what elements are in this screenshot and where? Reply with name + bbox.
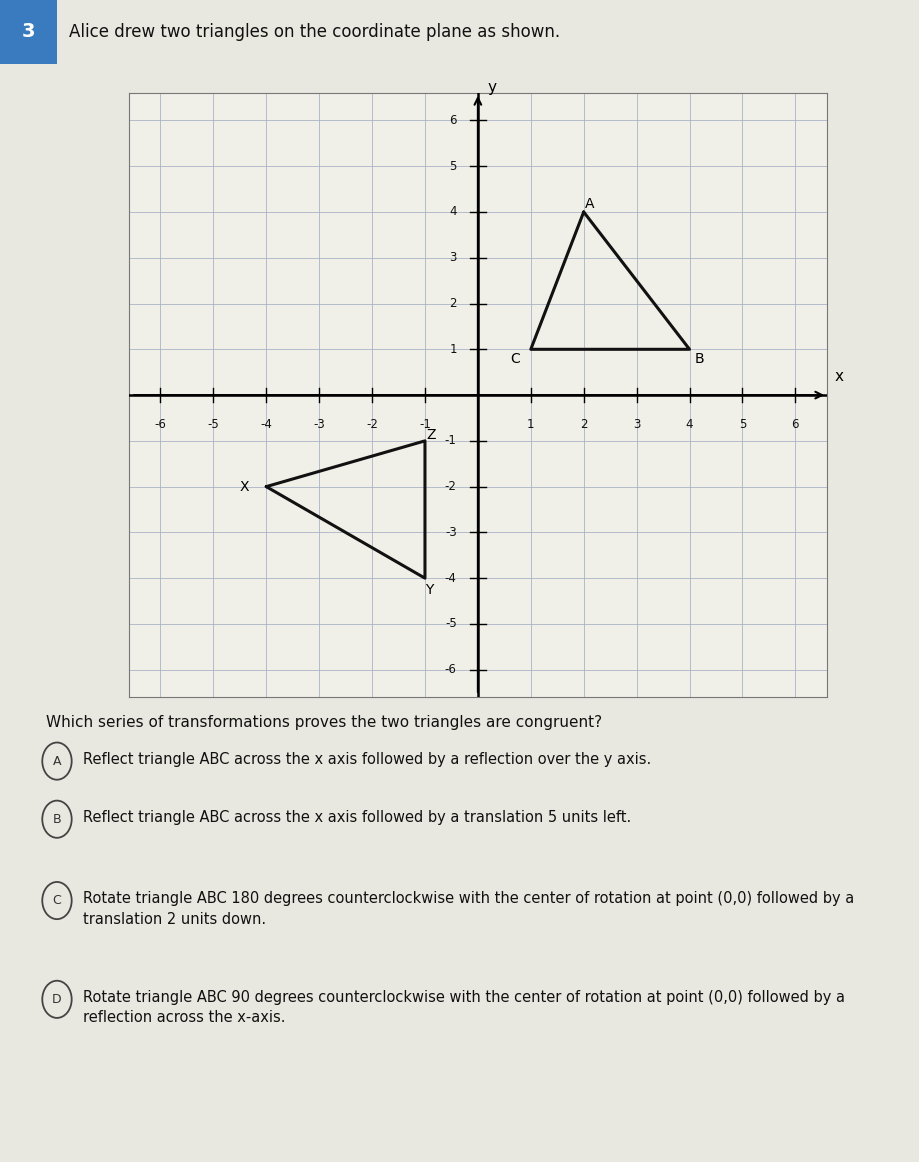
Text: Alice drew two triangles on the coordinate plane as shown.: Alice drew two triangles on the coordina… (69, 23, 560, 41)
Text: -3: -3 (313, 418, 325, 431)
Text: 4: 4 (686, 418, 693, 431)
Text: A: A (52, 754, 62, 768)
Text: -1: -1 (445, 435, 457, 447)
Text: -2: -2 (445, 480, 457, 493)
Text: -1: -1 (419, 418, 431, 431)
Text: X: X (239, 480, 249, 494)
Text: 6: 6 (791, 418, 800, 431)
Text: y: y (487, 80, 496, 95)
Text: 4: 4 (449, 206, 457, 218)
Text: -5: -5 (445, 617, 457, 631)
Text: 5: 5 (739, 418, 746, 431)
Text: C: C (52, 894, 62, 908)
Text: Rotate triangle ABC 90 degrees counterclockwise with the center of rotation at p: Rotate triangle ABC 90 degrees countercl… (83, 990, 845, 1025)
Text: 6: 6 (449, 114, 457, 127)
Text: x: x (835, 368, 844, 383)
Text: 2: 2 (580, 418, 587, 431)
Text: 1: 1 (527, 418, 535, 431)
Text: Y: Y (425, 582, 434, 596)
Text: A: A (585, 196, 595, 210)
Text: D: D (52, 992, 62, 1006)
Text: 1: 1 (449, 343, 457, 356)
Text: C: C (510, 352, 520, 366)
Bar (0, 0, 57, 64)
Text: Z: Z (426, 429, 437, 443)
Text: Which series of transformations proves the two triangles are congruent?: Which series of transformations proves t… (46, 715, 602, 730)
Text: 3: 3 (22, 22, 35, 42)
Text: 3: 3 (449, 251, 457, 264)
Text: 5: 5 (449, 159, 457, 173)
Text: -6: -6 (445, 664, 457, 676)
Text: 2: 2 (449, 297, 457, 310)
Text: -2: -2 (366, 418, 378, 431)
Text: B: B (694, 352, 704, 366)
Text: Reflect triangle ABC across the x axis followed by a reflection over the y axis.: Reflect triangle ABC across the x axis f… (83, 752, 651, 767)
Text: -4: -4 (260, 418, 272, 431)
Text: 3: 3 (633, 418, 641, 431)
Text: -5: -5 (208, 418, 220, 431)
Text: B: B (52, 812, 62, 826)
Text: Reflect triangle ABC across the x axis followed by a translation 5 units left.: Reflect triangle ABC across the x axis f… (83, 810, 631, 825)
Text: -3: -3 (445, 526, 457, 539)
Text: -6: -6 (154, 418, 166, 431)
Text: -4: -4 (445, 572, 457, 584)
Text: Rotate triangle ABC 180 degrees counterclockwise with the center of rotation at : Rotate triangle ABC 180 degrees counterc… (83, 891, 854, 926)
